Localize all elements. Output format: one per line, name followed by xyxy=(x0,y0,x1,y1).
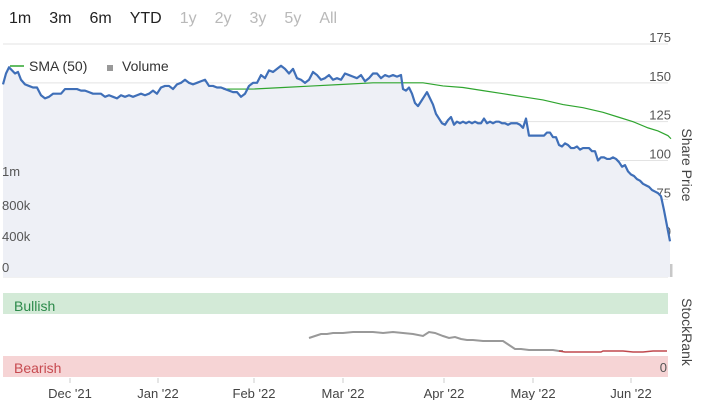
range-button-6m[interactable]: 6m xyxy=(89,10,112,27)
stockrank-axis-title: StockRank xyxy=(679,298,695,367)
x-tick-label: Apr '22 xyxy=(424,386,465,400)
stockrank-tick-label: 0 xyxy=(660,360,667,375)
volume-tick-label: 400k xyxy=(2,229,31,244)
range-button-2y[interactable]: 2y xyxy=(214,10,232,27)
range-button-all[interactable]: All xyxy=(319,10,338,27)
x-tick-label: May '22 xyxy=(510,386,555,400)
price-line xyxy=(1,64,672,242)
range-button-1y[interactable]: 1y xyxy=(179,10,197,27)
x-tick-label: Jan '22 xyxy=(137,386,179,400)
legend-volume-label: Volume xyxy=(122,58,169,74)
legend-sma-label: SMA (50) xyxy=(29,58,87,74)
x-tick-label: Feb '22 xyxy=(233,386,276,400)
y-tick-label: 100 xyxy=(649,147,671,162)
bearish-band xyxy=(3,356,668,377)
range-button-1m[interactable]: 1m xyxy=(9,10,32,27)
volume-tick-label: 0 xyxy=(2,260,9,275)
x-tick-label: Jun '22 xyxy=(610,386,652,400)
bullish-band xyxy=(3,293,668,314)
x-tick-label: Mar '22 xyxy=(322,386,365,400)
price-area xyxy=(3,65,670,277)
range-button-3y[interactable]: 3y xyxy=(249,10,267,27)
y-tick-label: 175 xyxy=(649,30,671,45)
volume-bar xyxy=(669,264,673,277)
legend-volume-swatch xyxy=(107,65,113,71)
bearish-label: Bearish xyxy=(14,360,61,376)
range-button-5y[interactable]: 5y xyxy=(284,10,302,27)
y-axis-title: Share Price xyxy=(679,128,695,201)
range-selector: 1m 3m 6m YTD 1y 2y 3y 5y All xyxy=(0,6,346,36)
y-tick-label: 150 xyxy=(649,69,671,84)
sma-line xyxy=(223,82,672,140)
stockrank-line xyxy=(308,330,563,352)
bullish-label: Bullish xyxy=(14,298,55,314)
y-tick-label: 125 xyxy=(649,108,671,123)
stockrank-bearish-line xyxy=(558,350,667,353)
x-tick-label: Dec '21 xyxy=(48,386,92,400)
range-button-3m[interactable]: 3m xyxy=(49,10,72,27)
volume-tick-label: 800k xyxy=(2,198,31,213)
volume-tick-label: 1m xyxy=(2,164,20,179)
range-button-ytd[interactable]: YTD xyxy=(129,10,162,27)
